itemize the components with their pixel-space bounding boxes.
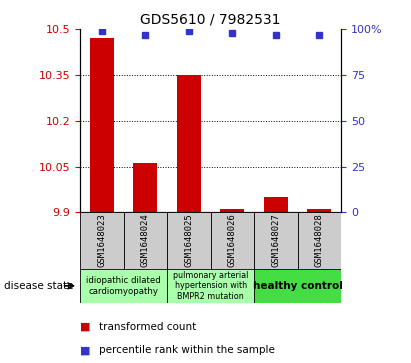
- Text: idiopathic dilated
cardiomyopathy: idiopathic dilated cardiomyopathy: [86, 276, 161, 295]
- Bar: [80, 269, 167, 303]
- Text: pulmonary arterial
hypertension with
BMPR2 mutation: pulmonary arterial hypertension with BMP…: [173, 271, 248, 301]
- Text: GSM1648027: GSM1648027: [271, 213, 280, 268]
- Text: ■: ■: [80, 322, 91, 332]
- Text: GSM1648024: GSM1648024: [141, 213, 150, 268]
- Bar: [134, 163, 157, 212]
- Bar: [167, 212, 210, 269]
- Text: healthy control: healthy control: [253, 281, 343, 291]
- Text: GSM1648028: GSM1648028: [315, 213, 324, 268]
- Bar: [254, 269, 341, 303]
- Text: ■: ■: [80, 345, 91, 355]
- Bar: [80, 212, 124, 269]
- Bar: [307, 209, 331, 212]
- Bar: [90, 38, 114, 212]
- Bar: [210, 212, 254, 269]
- Title: GDS5610 / 7982531: GDS5610 / 7982531: [141, 12, 281, 26]
- Bar: [220, 209, 245, 212]
- Text: disease state: disease state: [4, 281, 74, 291]
- Text: transformed count: transformed count: [99, 322, 196, 332]
- Text: percentile rank within the sample: percentile rank within the sample: [99, 345, 275, 355]
- Text: GSM1648023: GSM1648023: [97, 213, 106, 268]
- Text: GSM1648026: GSM1648026: [228, 213, 237, 268]
- Bar: [264, 197, 288, 212]
- Bar: [124, 212, 167, 269]
- Bar: [177, 75, 201, 212]
- Bar: [167, 269, 254, 303]
- Text: GSM1648025: GSM1648025: [185, 213, 194, 268]
- Bar: [298, 212, 341, 269]
- Bar: [254, 212, 298, 269]
